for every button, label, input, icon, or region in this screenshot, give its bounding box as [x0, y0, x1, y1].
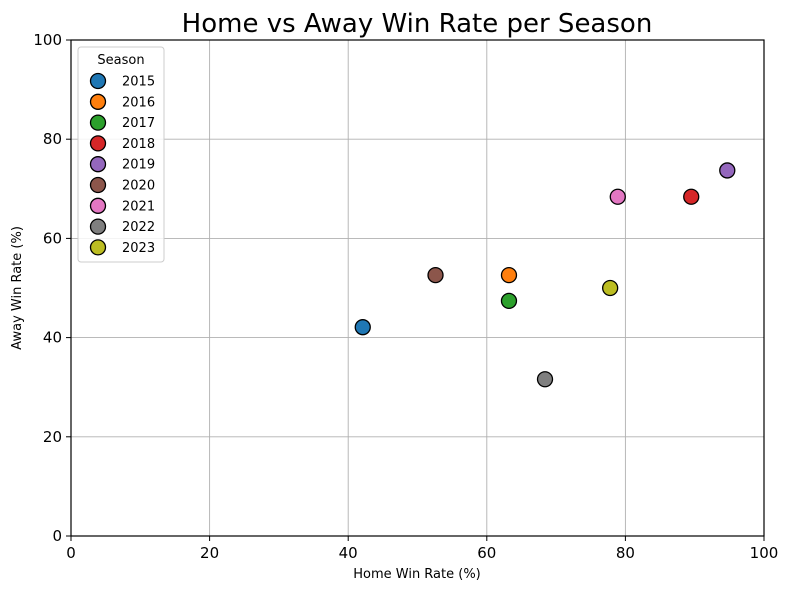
- legend-label-2022: 2022: [122, 220, 155, 235]
- data-point-2022: [536, 371, 554, 388]
- legend-marker-2016: [89, 93, 107, 110]
- plot-frame: [70, 39, 765, 537]
- data-point-2020: [427, 266, 444, 284]
- y-tick-label: 40: [43, 329, 62, 347]
- legend-label-2016: 2016: [122, 95, 155, 110]
- legend-label-2017: 2017: [122, 116, 155, 131]
- data-point-2021: [609, 188, 626, 205]
- data-point-2018: [683, 188, 700, 205]
- x-tick-label: 60: [477, 544, 496, 562]
- data-point-2015: [354, 319, 371, 336]
- y-tick-label: 20: [43, 428, 62, 446]
- legend-label-2021: 2021: [122, 199, 155, 214]
- legend-marker-2020: [89, 176, 107, 194]
- legend-marker-2018: [89, 135, 107, 152]
- legend-title: Season: [97, 53, 144, 68]
- data-point-2016: [500, 266, 518, 284]
- legend-label-2018: 2018: [122, 137, 155, 152]
- data-points: [354, 162, 736, 388]
- legend-marker-2021: [89, 197, 107, 214]
- x-tick-label: 20: [200, 544, 219, 562]
- x-tick-label: 40: [339, 544, 358, 562]
- data-point-2023: [602, 279, 619, 297]
- legend-items: 2015 2016 2017 2018 2019 2020 2021 2022 2023: [89, 72, 155, 256]
- legend-marker-2022: [89, 218, 107, 235]
- y-tick-label: 0: [52, 527, 62, 545]
- legend: Season 201520162017201820192020202120222…: [77, 46, 165, 263]
- legend-label-2020: 2020: [122, 179, 155, 194]
- x-axis-label: Home Win Rate (%): [353, 567, 481, 582]
- legend-marker-2019: [89, 156, 107, 173]
- grid-lines: [70, 39, 765, 537]
- x-tick-label: 0: [66, 544, 76, 562]
- y-tick-label: 100: [33, 31, 62, 49]
- axis-ticks: 0 20 40 60 80 100 0 20 40 60 80 100: [33, 31, 778, 562]
- x-tick-label: 80: [616, 544, 635, 562]
- legend-label-2019: 2019: [122, 158, 155, 173]
- y-tick-label: 60: [43, 229, 62, 247]
- y-axis-label: Away Win Rate (%): [10, 226, 25, 350]
- x-tick-label: 100: [750, 544, 779, 562]
- legend-label-2015: 2015: [122, 75, 155, 90]
- data-point-2019: [719, 162, 736, 179]
- legend-marker-2015: [89, 72, 107, 90]
- y-tick-label: 80: [43, 130, 62, 148]
- chart-title: Home vs Away Win Rate per Season: [182, 9, 653, 39]
- legend-marker-2023: [89, 239, 107, 256]
- legend-label-2023: 2023: [122, 241, 155, 256]
- legend-marker-2017: [89, 114, 107, 131]
- data-point-2017: [500, 292, 518, 310]
